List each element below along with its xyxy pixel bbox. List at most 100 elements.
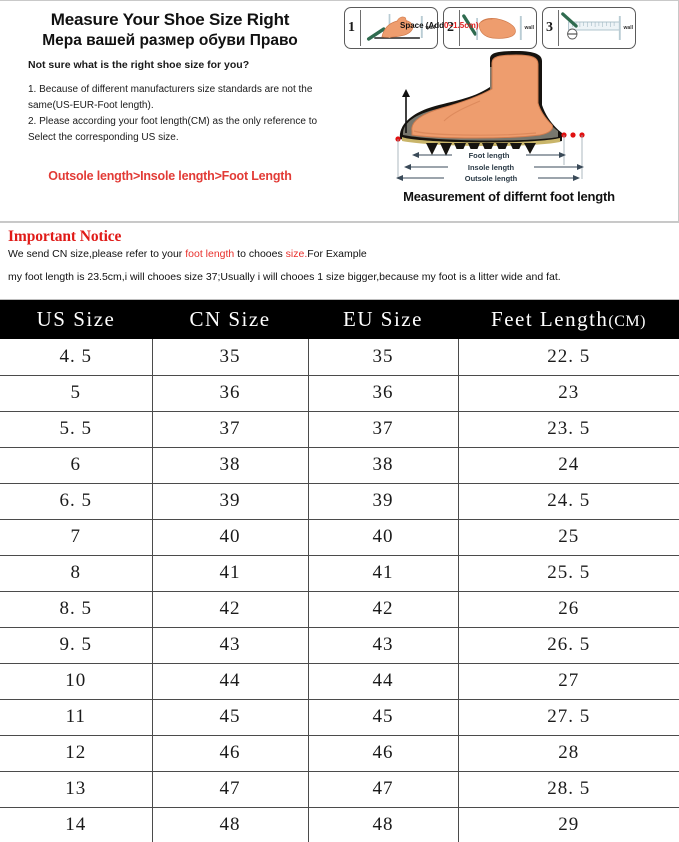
size-conversion-table: US Size CN Size EU Size Feet Length(CM) … [0,300,679,842]
size-cell-eu: 41 [307,555,459,592]
size-cell-us: 4. 5 [0,339,153,376]
size-cell-cn: 38 [151,447,309,484]
size-cell-eu: 45 [307,699,459,736]
step-panel-3: 3 wall [542,7,636,49]
size-cell-eu: 44 [307,663,459,700]
page-title-russian: Мера вашей размер обуви Право [42,31,298,49]
size-cell-eu: 37 [307,411,459,448]
guidance-notes-list: 1. Because of different manufacturers si… [28,82,328,147]
size-cell-cn: 44 [151,663,309,700]
size-cell-feet-length: 28. 5 [457,771,679,808]
notice-line-1-part-a: We send CN size,please refer to your [8,248,186,260]
table-row: 6. 5 39 39 24. 5 [0,483,679,520]
wall-label-1: wall [425,25,435,31]
size-cell-eu: 35 [307,339,459,376]
space-allowance-text: Space (Add [400,21,445,30]
step-number-3: 3 [546,20,553,35]
feet-length-text: Feet Length [491,307,609,331]
table-row: 14 48 48 29 [0,807,679,842]
important-notice-section: Important Notice We send CN size,please … [0,222,679,300]
size-cell-feet-length: 22. 5 [457,339,679,376]
size-cell-eu: 43 [307,627,459,664]
size-cell-us: 8. 5 [0,591,153,628]
table-row: 9. 5 43 43 26. 5 [0,627,679,664]
notice-line-1: We send CN size,please refer to your foo… [8,248,671,261]
size-cell-feet-length: 28 [457,735,679,772]
table-header-row: US Size CN Size EU Size Feet Length(CM) [0,300,679,339]
size-cell-feet-length: 27. 5 [457,699,679,736]
table-row: 13 47 47 28. 5 [0,771,679,808]
step-number-1: 1 [348,20,355,35]
size-cell-cn: 40 [151,519,309,556]
diagram-caption: Measurement of differnt foot length [403,189,615,204]
size-cell-cn: 46 [151,735,309,772]
column-header-feet-length: Feet Length(CM) [458,300,679,339]
size-cell-cn: 43 [151,627,309,664]
size-cell-cn: 37 [151,411,309,448]
size-cell-feet-length: 27 [457,663,679,700]
step-panel-1: 1 wall [344,7,438,49]
size-cell-eu: 36 [307,375,459,412]
table-row: 8 41 41 25. 5 [0,555,679,592]
size-cell-feet-length: 26 [457,591,679,628]
size-cell-eu: 42 [307,591,459,628]
size-cell-feet-length: 23 [457,375,679,412]
foot-in-shoe-illustration: Foot length Insole length Outsole length [340,47,678,187]
size-cell-us: 12 [0,735,153,772]
size-cell-feet-length: 23. 5 [457,411,679,448]
column-header-eu-size: EU Size [308,300,458,339]
notice-highlight-foot-length: foot length [185,248,235,260]
column-header-us-size: US Size [0,300,152,339]
length-priority-rule: Outsole length>Insole length>Foot Length [48,169,292,183]
size-cell-eu: 46 [307,735,459,772]
size-cell-eu: 38 [307,447,459,484]
size-cell-us: 10 [0,663,153,700]
size-cell-feet-length: 24 [457,447,679,484]
size-cell-us: 9. 5 [0,627,153,664]
size-cell-eu: 47 [307,771,459,808]
insole-length-arrow-label: Insole length [468,163,515,172]
size-guidance-text-block: Measure Your Shoe Size Right Мера вашей … [0,1,340,221]
notice-line-2: my foot length is 23.5cm,i will chooes s… [8,270,561,283]
wall-label-3: wall [623,25,633,31]
table-row: 10 44 44 27 [0,663,679,700]
step-divider-1 [360,10,362,46]
notice-line-1-part-b: to chooes [234,248,286,260]
size-cell-cn: 35 [151,339,309,376]
feet-length-unit: (CM) [608,313,646,330]
size-cell-us: 14 [0,807,153,842]
size-cell-us: 8 [0,555,153,592]
size-cell-cn: 48 [151,807,309,842]
step-divider-2 [459,10,461,46]
guidance-note-1: 1. Because of different manufacturers si… [28,83,313,111]
size-cell-us: 13 [0,771,153,808]
table-row: 7 40 40 25 [0,519,679,556]
space-allowance-value: 0~1.5cm) [444,21,479,30]
size-cell-feet-length: 24. 5 [457,483,679,520]
size-cell-cn: 36 [151,375,309,412]
foot-length-arrow-label: Foot length [469,151,510,160]
size-cell-feet-length: 26. 5 [457,627,679,664]
table-row: 11 45 45 27. 5 [0,699,679,736]
page-title-english: Measure Your Shoe Size Right [50,10,290,29]
size-cell-feet-length: 25. 5 [457,555,679,592]
size-cell-eu: 40 [307,519,459,556]
subheading-question: Not sure what is the right shoe size for… [28,59,250,72]
foot-side-view-icon [361,8,437,48]
table-row: 12 46 46 28 [0,735,679,772]
ruler-measure-icon [559,8,635,48]
table-row: 4. 5 35 35 22. 5 [0,339,679,376]
notice-highlight-size: size. [285,248,308,260]
table-row: 6 38 38 24 [0,447,679,484]
size-cell-cn: 42 [151,591,309,628]
notice-line-1-part-c: For Example [307,248,367,260]
size-cell-us: 5 [0,375,153,412]
wall-label-2: wall [524,25,534,31]
size-cell-eu: 39 [307,483,459,520]
table-row: 5 36 36 23 [0,375,679,412]
measurement-steps-strip: 1 wall 2 [344,7,636,49]
foot-top-view-icon [460,8,536,48]
size-cell-eu: 48 [307,807,459,842]
guidance-note-2: 2. Please according your foot length(CM)… [28,116,318,144]
